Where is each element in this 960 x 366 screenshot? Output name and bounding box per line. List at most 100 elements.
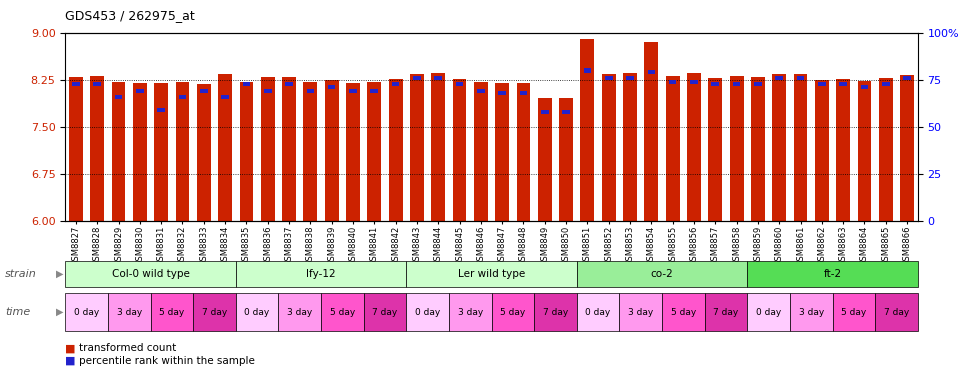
- Bar: [605, 76, 612, 80]
- Bar: [836, 79, 851, 221]
- Bar: [839, 82, 847, 86]
- Text: 3 day: 3 day: [628, 307, 654, 317]
- Bar: [541, 110, 548, 114]
- Bar: [90, 76, 105, 221]
- Bar: [456, 82, 464, 86]
- Bar: [392, 82, 399, 86]
- Bar: [115, 95, 122, 99]
- Bar: [474, 82, 488, 221]
- Bar: [669, 80, 677, 84]
- Bar: [243, 82, 251, 86]
- Text: 5 day: 5 day: [329, 307, 355, 317]
- Text: 0 day: 0 day: [245, 307, 270, 317]
- Bar: [435, 76, 442, 80]
- Bar: [431, 72, 445, 221]
- Text: 7 day: 7 day: [202, 307, 228, 317]
- Bar: [648, 70, 655, 74]
- Bar: [306, 89, 314, 93]
- Bar: [282, 77, 296, 221]
- Text: 5 day: 5 day: [500, 307, 525, 317]
- Bar: [410, 74, 424, 221]
- Bar: [346, 83, 360, 221]
- Bar: [755, 82, 761, 86]
- Text: 3 day: 3 day: [799, 307, 824, 317]
- Bar: [559, 98, 573, 221]
- Text: 7 day: 7 day: [372, 307, 397, 317]
- Text: ▶: ▶: [56, 269, 63, 279]
- Bar: [197, 85, 211, 221]
- Bar: [261, 77, 275, 221]
- Bar: [730, 76, 744, 221]
- Bar: [516, 83, 531, 221]
- Bar: [602, 74, 615, 221]
- Bar: [389, 79, 402, 221]
- Bar: [732, 82, 740, 86]
- Text: transformed count: transformed count: [79, 343, 176, 354]
- Bar: [176, 82, 189, 221]
- Bar: [477, 89, 485, 93]
- Bar: [413, 76, 420, 80]
- Bar: [644, 42, 659, 221]
- Bar: [200, 89, 207, 93]
- Bar: [179, 95, 186, 99]
- Text: 5 day: 5 day: [671, 307, 696, 317]
- Bar: [581, 39, 594, 221]
- Bar: [772, 74, 786, 221]
- Text: ■: ■: [65, 355, 76, 366]
- Text: 3 day: 3 day: [116, 307, 142, 317]
- Bar: [111, 82, 126, 221]
- Text: time: time: [5, 307, 30, 317]
- Bar: [794, 74, 807, 221]
- Bar: [519, 91, 527, 95]
- Text: 7 day: 7 day: [884, 307, 909, 317]
- Bar: [157, 108, 165, 112]
- Bar: [368, 82, 381, 221]
- Text: 3 day: 3 day: [458, 307, 483, 317]
- Bar: [900, 75, 914, 221]
- Text: 7 day: 7 day: [713, 307, 738, 317]
- Bar: [72, 82, 80, 86]
- Text: Ler wild type: Ler wild type: [458, 269, 525, 279]
- Text: lfy-12: lfy-12: [306, 269, 336, 279]
- Bar: [328, 85, 335, 90]
- Text: 7 day: 7 day: [542, 307, 568, 317]
- Text: 5 day: 5 day: [159, 307, 184, 317]
- Bar: [93, 82, 101, 86]
- Bar: [903, 76, 911, 80]
- Bar: [69, 77, 83, 221]
- Bar: [285, 82, 293, 86]
- Bar: [155, 83, 168, 221]
- Text: 0 day: 0 day: [74, 307, 99, 317]
- Bar: [665, 76, 680, 221]
- Bar: [815, 80, 828, 221]
- Bar: [371, 89, 378, 93]
- Text: strain: strain: [5, 269, 36, 279]
- Text: Col-0 wild type: Col-0 wild type: [111, 269, 189, 279]
- Bar: [538, 98, 552, 221]
- Bar: [878, 78, 893, 221]
- Bar: [818, 82, 826, 86]
- Text: GDS453 / 262975_at: GDS453 / 262975_at: [65, 9, 195, 22]
- Bar: [857, 81, 872, 221]
- Bar: [324, 80, 339, 221]
- Text: 0 day: 0 day: [586, 307, 611, 317]
- Bar: [452, 79, 467, 221]
- Bar: [797, 76, 804, 80]
- Bar: [751, 77, 765, 221]
- Bar: [882, 82, 890, 86]
- Bar: [222, 95, 228, 99]
- Bar: [623, 72, 637, 221]
- Bar: [861, 85, 868, 90]
- Text: ft-2: ft-2: [824, 269, 842, 279]
- Text: 0 day: 0 day: [756, 307, 781, 317]
- Text: 3 day: 3 day: [287, 307, 312, 317]
- Text: 5 day: 5 day: [841, 307, 867, 317]
- Bar: [239, 82, 253, 221]
- Bar: [708, 78, 722, 221]
- Bar: [132, 83, 147, 221]
- Text: percentile rank within the sample: percentile rank within the sample: [79, 355, 254, 366]
- Bar: [303, 82, 318, 221]
- Bar: [776, 76, 783, 80]
- Text: 0 day: 0 day: [415, 307, 441, 317]
- Bar: [218, 74, 232, 221]
